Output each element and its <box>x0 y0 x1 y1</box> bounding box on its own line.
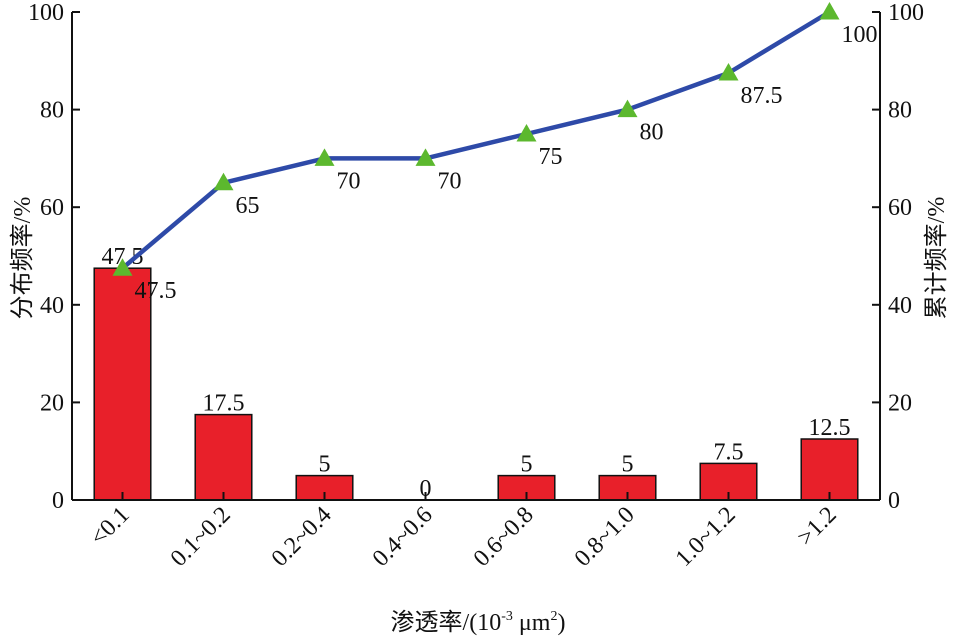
x-axis-title-sup1: -3 <box>501 609 513 624</box>
y-axis-title: 分布频率/% <box>9 197 36 320</box>
x-tick-label: 0.6~0.8 <box>469 502 539 572</box>
y-tick-label: 40 <box>40 293 64 319</box>
y-tick-label: 0 <box>52 488 64 514</box>
line-value-label: 75 <box>539 144 563 170</box>
line-value-label: 70 <box>438 168 462 194</box>
x-tick-label: 0.2~0.4 <box>267 502 337 572</box>
y2-tick-label: 60 <box>888 195 912 221</box>
bar <box>93 267 152 501</box>
x-tick-label: 0.1~0.2 <box>166 502 236 572</box>
bar-series: 47.5 17.5 5 0 5 5 7.5 12.5 <box>93 244 859 502</box>
line-point-marker <box>819 2 840 20</box>
x-tick-label: 0.4~0.6 <box>368 502 438 572</box>
x-axis-title-main: 渗透率/(10 <box>391 609 502 636</box>
bar <box>800 438 859 501</box>
x-tick-label: >1.2 <box>793 502 842 551</box>
line-point-marker <box>213 172 234 191</box>
y-tick-label: 80 <box>40 98 64 124</box>
bar-value-label: 5 <box>319 452 331 478</box>
line-point-marker <box>617 99 638 118</box>
axis-titles: 分布频率/% 累计频率/% 渗透率/(10-3 μm2) <box>9 197 950 636</box>
line-value-label: 70 <box>337 168 361 194</box>
bar-value-label: 5 <box>622 452 634 478</box>
line-point-marker <box>718 63 739 81</box>
line-value-label: 47.5 <box>135 278 177 304</box>
x-axis-title-sup2: 2 <box>550 609 557 624</box>
x-tick-label: 1.0~1.2 <box>671 502 741 572</box>
cumulative-line-series: 47.5 65 70 70 75 80 87.5 100 <box>112 2 878 304</box>
line-value-label: 87.5 <box>741 83 783 109</box>
x-tick-label: 0.8~1.0 <box>570 502 640 572</box>
y2-tick-label: 40 <box>888 293 912 319</box>
y-tick-label: 20 <box>40 390 64 416</box>
y-tick-label: 100 <box>28 0 64 26</box>
line-point-marker <box>112 258 133 276</box>
x-axis-title-unit: μm <box>513 610 551 636</box>
line-value-label: 65 <box>236 193 260 219</box>
bar-value-label: 5 <box>521 452 533 478</box>
bar-value-label: 17.5 <box>203 391 245 417</box>
x-axis-title-close: ) <box>557 610 565 636</box>
line-value-label: 80 <box>640 120 664 146</box>
y2-tick-label: 0 <box>888 488 900 514</box>
y-tick-label: 60 <box>40 195 64 221</box>
line-point-marker <box>415 148 436 166</box>
line-point-marker <box>516 124 537 142</box>
line-value-label: 100 <box>842 22 878 48</box>
y2-axis-title: 累计频率/% <box>923 197 950 320</box>
y2-tick-label: 100 <box>888 0 924 26</box>
cumulative-line <box>121 10 831 270</box>
y2-tick-label: 80 <box>888 98 912 124</box>
bar-value-label: 0 <box>420 476 432 502</box>
bar-value-label: 12.5 <box>809 415 851 441</box>
x-axis-title: 渗透率/(10-3 μm2) <box>391 609 566 636</box>
y2-tick-label: 20 <box>888 390 912 416</box>
bar-value-label: 7.5 <box>714 439 744 465</box>
x-tick-label: <0.1 <box>86 502 135 551</box>
line-point-marker <box>314 148 335 166</box>
bar <box>194 413 253 501</box>
